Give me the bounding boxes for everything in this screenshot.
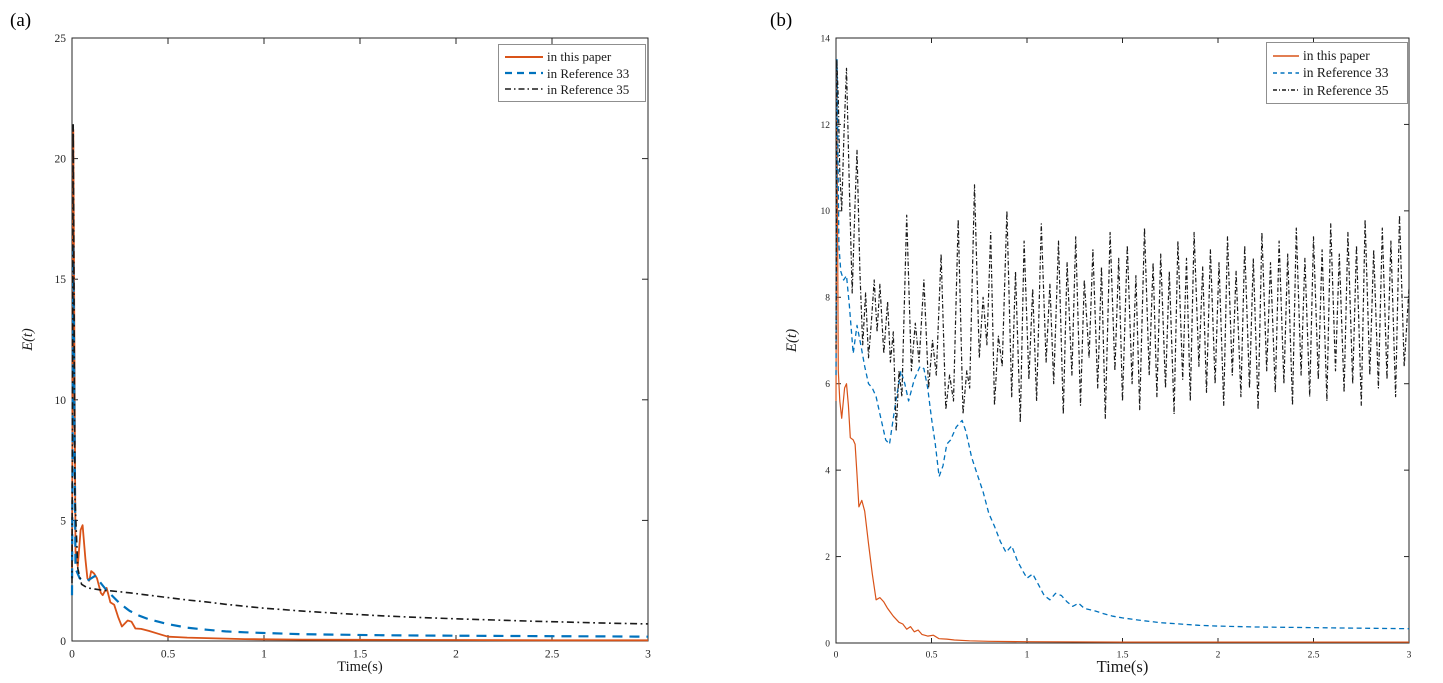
series-line-dashed xyxy=(835,58,1410,630)
panel-label-a: (a) xyxy=(10,10,32,31)
x-axis-label: Time(s) xyxy=(1097,657,1149,676)
legend-entry: in this paper xyxy=(1272,49,1401,63)
chart-b-canvas: 0 0.5 1 1.5 2 2.5 3 0 2 4 6 8 10 12 14 Time(s) E(t) xyxy=(784,34,1412,676)
y-tick-label: 10 xyxy=(55,395,67,407)
x-tick-label: 0 xyxy=(834,651,839,661)
y-tick-label: 0 xyxy=(60,636,66,648)
series-line-dashed xyxy=(70,241,649,638)
axes-box xyxy=(71,37,649,642)
legend-line-sample-icon xyxy=(505,71,543,75)
series-line-solid xyxy=(835,71,1409,643)
y-tick-label: 8 xyxy=(825,294,830,304)
legend-label: in this paper xyxy=(547,49,612,65)
legend-entry: in Reference 33 xyxy=(1272,66,1401,80)
legend-label: in Reference 35 xyxy=(1303,82,1389,98)
legend-label: in Reference 33 xyxy=(547,65,630,81)
axes-box xyxy=(835,37,1410,644)
y-tick-label: 20 xyxy=(55,154,67,166)
x-tick-label: 3 xyxy=(1407,651,1412,661)
legend-b: in this paper in Reference 33 in Referen… xyxy=(1266,42,1408,104)
legend-label: in Reference 35 xyxy=(547,81,630,97)
y-tick-label: 6 xyxy=(825,380,830,390)
y-tick-label: 10 xyxy=(821,207,831,217)
legend-entry: in Reference 35 xyxy=(504,83,639,96)
legend-line-sample-icon xyxy=(1273,89,1299,92)
legend-label: in Reference 33 xyxy=(1303,65,1389,81)
legend-entry: in Reference 33 xyxy=(504,67,639,80)
y-axis-label: E(t) xyxy=(20,328,36,352)
x-axis-label: Time(s) xyxy=(337,659,383,675)
y-tick-label: 0 xyxy=(825,639,830,649)
series-line-dashdot xyxy=(71,124,649,625)
y-tick-label: 12 xyxy=(821,121,831,131)
y-tick-label: 25 xyxy=(55,33,67,45)
legend-line-sample-icon xyxy=(505,88,543,91)
legend-line-sample-icon xyxy=(1273,54,1299,57)
x-tick-label: 1.5 xyxy=(353,649,368,661)
legend-line-sample-icon xyxy=(505,55,543,58)
y-axis-label: E(t) xyxy=(784,329,800,353)
x-tick-label: 1 xyxy=(261,649,267,661)
legend-line-sample-icon xyxy=(1273,72,1299,74)
x-tick-label: 0 xyxy=(69,649,75,661)
x-tick-label: 1.5 xyxy=(1117,651,1129,661)
panel-label-b: (b) xyxy=(770,10,793,31)
x-tick-label: 2.5 xyxy=(1308,651,1320,661)
legend-entry: in this paper xyxy=(504,50,639,63)
legend-entry: in Reference 35 xyxy=(1272,84,1401,98)
legend-label: in this paper xyxy=(1303,47,1370,63)
series-line-dashdot xyxy=(835,58,1410,432)
x-tick-label: 3 xyxy=(645,649,651,661)
y-tick-label: 15 xyxy=(55,274,67,286)
x-tick-label: 2.5 xyxy=(545,649,560,661)
x-tick-label: 0.5 xyxy=(926,651,938,661)
series-line-solid xyxy=(71,128,648,642)
y-tick-label: 2 xyxy=(825,553,830,563)
y-tick-label: 14 xyxy=(821,34,831,44)
legend-a: in this paper in Reference 33 in Referen… xyxy=(498,44,646,102)
x-tick-label: 2 xyxy=(453,649,459,661)
chart-a-canvas: 0 0.5 1 1.5 2 2.5 3 0 5 10 15 20 25 Time(s) E(t) xyxy=(20,33,651,675)
x-tick-label: 2 xyxy=(1216,651,1221,661)
y-tick-label: 4 xyxy=(825,466,830,476)
x-tick-label: 1 xyxy=(1025,651,1030,661)
y-tick-label: 5 xyxy=(60,515,66,527)
x-tick-label: 0.5 xyxy=(161,649,176,661)
